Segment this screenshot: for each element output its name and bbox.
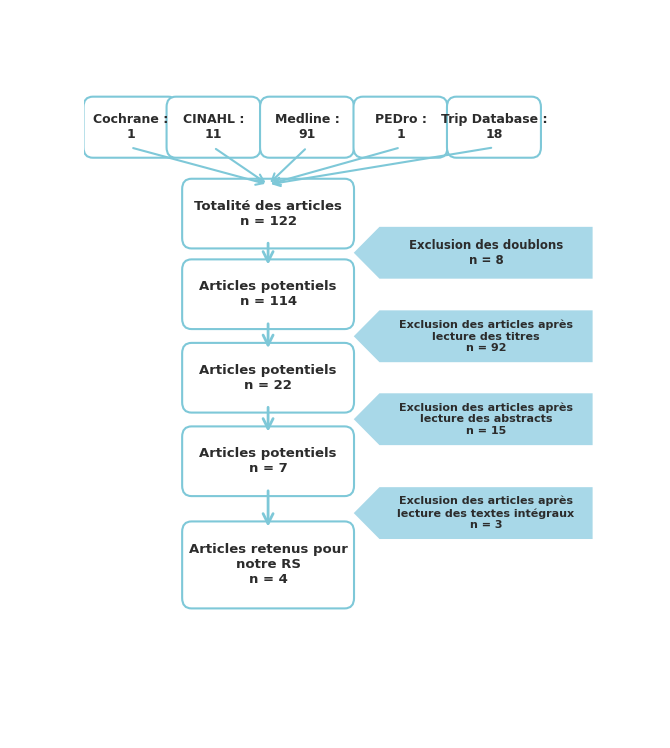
Text: Cochrane :
1: Cochrane : 1 xyxy=(93,113,168,141)
FancyBboxPatch shape xyxy=(260,96,354,158)
FancyBboxPatch shape xyxy=(182,260,354,329)
Text: Articles potentiels
n = 114: Articles potentiels n = 114 xyxy=(200,280,337,308)
FancyBboxPatch shape xyxy=(182,426,354,496)
Text: Articles potentiels
n = 7: Articles potentiels n = 7 xyxy=(200,447,337,475)
Text: CINAHL :
11: CINAHL : 11 xyxy=(183,113,245,141)
Text: Exclusion des articles après
lecture des titres
n = 92: Exclusion des articles après lecture des… xyxy=(399,319,573,353)
Text: Exclusion des articles après
lecture des abstracts
n = 15: Exclusion des articles après lecture des… xyxy=(399,402,573,436)
FancyBboxPatch shape xyxy=(182,521,354,608)
Text: Articles retenus pour
notre RS
n = 4: Articles retenus pour notre RS n = 4 xyxy=(189,544,348,586)
Polygon shape xyxy=(354,487,593,539)
FancyBboxPatch shape xyxy=(182,343,354,413)
FancyBboxPatch shape xyxy=(167,96,261,158)
Text: Exclusion des doublons
n = 8: Exclusion des doublons n = 8 xyxy=(409,239,563,267)
Text: Medline :
91: Medline : 91 xyxy=(275,113,340,141)
FancyBboxPatch shape xyxy=(447,96,541,158)
Text: Totalité des articles
n = 122: Totalité des articles n = 122 xyxy=(194,200,342,227)
Polygon shape xyxy=(354,393,593,445)
Text: Exclusion des articles après
lecture des textes intégraux
n = 3: Exclusion des articles après lecture des… xyxy=(397,496,575,530)
FancyBboxPatch shape xyxy=(84,96,178,158)
Text: PEDro :
1: PEDro : 1 xyxy=(375,113,426,141)
FancyBboxPatch shape xyxy=(354,96,448,158)
Polygon shape xyxy=(354,227,593,279)
Text: Trip Database :
18: Trip Database : 18 xyxy=(441,113,547,141)
FancyBboxPatch shape xyxy=(182,179,354,248)
Text: Articles potentiels
n = 22: Articles potentiels n = 22 xyxy=(200,364,337,392)
Polygon shape xyxy=(354,310,593,362)
